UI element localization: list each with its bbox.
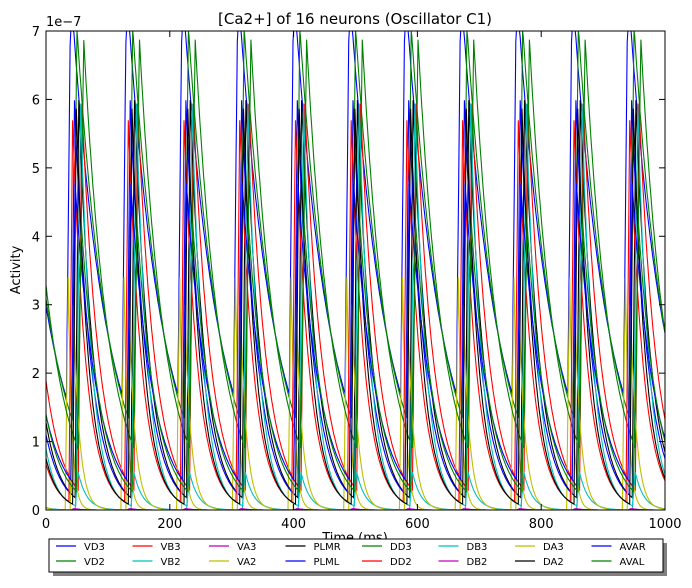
legend-item-vd3: VD3 [56, 542, 105, 553]
y-axis: 0 1 2 3 4 5 6 7 [32, 25, 665, 519]
y-tick-label: 1 [32, 436, 40, 451]
legend-item-da3: DA3 [515, 542, 564, 553]
y-tick-label: 0 [32, 504, 40, 519]
legend-item-vb3: VB3 [132, 542, 181, 553]
legend-label: DA2 [543, 557, 564, 568]
chart-title: [Ca2+] of 16 neurons (Oscillator C1) [218, 10, 492, 28]
legend-label: VB2 [161, 557, 181, 568]
legend-label: DD2 [390, 557, 412, 568]
legend-item-plml: PLML [285, 557, 340, 568]
legend-entries: VD3 VD2 VB3 VB2 VA3 VA2 PLMR PLML DD3 DD2 DB3 DB2 DA… [56, 542, 646, 568]
series-line-aval [46, 221, 665, 493]
legend-item-da2: DA2 [515, 557, 564, 568]
legend: VD3 VD2 VB3 VB2 VA3 VA2 PLMR PLML DD3 DD2 DB3 DB2 DA… [48, 538, 667, 576]
y-tick-label: 3 [32, 299, 40, 314]
legend-label: AVAR [620, 542, 646, 553]
legend-label: PLML [314, 557, 340, 568]
series-lines [46, 31, 665, 510]
series-line-da2 [46, 108, 665, 505]
x-tick-label: 800 [529, 517, 554, 532]
y-tick-label: 7 [32, 25, 40, 40]
x-tick-label: 600 [405, 517, 430, 532]
series-line-vd2 [46, 31, 665, 421]
y-axis-label: Activity [9, 245, 24, 294]
legend-item-avar: AVAR [591, 542, 646, 553]
legend-label: DD3 [390, 542, 412, 553]
y-tick-label: 2 [32, 367, 40, 382]
legend-label: DB3 [467, 542, 488, 553]
x-axis: 0 200 400 600 800 1000 [42, 31, 682, 532]
legend-item-va2: VA2 [209, 557, 256, 568]
legend-item-aval: AVAL [591, 557, 645, 568]
x-tick-label: 0 [42, 517, 50, 532]
legend-item-db2: DB2 [438, 557, 488, 568]
legend-box [48, 538, 664, 573]
legend-item-db3: DB3 [438, 542, 488, 553]
legend-label: AVAL [620, 557, 645, 568]
legend-label: VD3 [84, 542, 105, 553]
legend-label: VD2 [84, 557, 105, 568]
legend-item-va3: VA3 [209, 542, 256, 553]
legend-item-vd2: VD2 [56, 557, 105, 568]
legend-label: DA3 [543, 542, 564, 553]
legend-label: VA2 [237, 557, 256, 568]
legend-label: DB2 [467, 557, 488, 568]
legend-item-dd3: DD3 [362, 542, 412, 553]
legend-label: VA3 [237, 542, 256, 553]
y-offset-text: 1e−7 [46, 15, 81, 30]
x-tick-label: 1000 [648, 517, 681, 532]
legend-item-dd2: DD2 [362, 557, 412, 568]
series-line-avar [46, 183, 665, 482]
y-tick-label: 4 [32, 230, 40, 245]
legend-item-vb2: VB2 [132, 557, 181, 568]
plot-frame [45, 30, 666, 511]
x-tick-label: 200 [157, 517, 182, 532]
x-tick-label: 400 [281, 517, 306, 532]
legend-item-plmr: PLMR [285, 542, 341, 553]
legend-label: VB3 [161, 542, 181, 553]
legend-label: PLMR [314, 542, 341, 553]
y-tick-label: 6 [32, 93, 40, 108]
y-tick-label: 5 [32, 162, 40, 177]
